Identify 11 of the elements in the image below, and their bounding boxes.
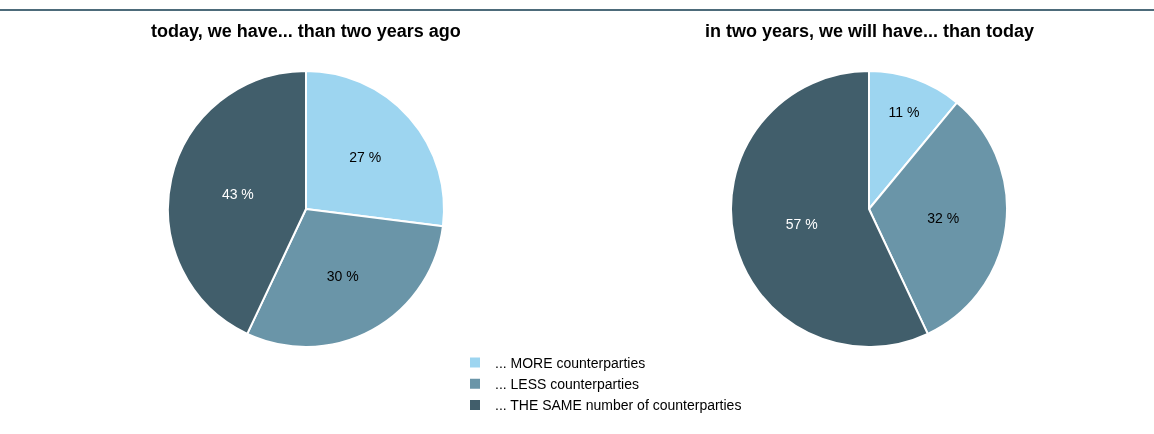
legend-label: ... LESS counterparties	[495, 376, 639, 393]
legend-label: ... MORE counterparties	[495, 355, 646, 372]
chart-title: today, we have... than two years ago	[151, 21, 461, 41]
legend-label: ... THE SAME number of counterparties	[495, 397, 742, 414]
data-label: 43 %	[221, 185, 254, 202]
chart-title: in two years, we will have... than today	[705, 21, 1035, 41]
data-label: 57 %	[785, 216, 818, 233]
data-label: 30 %	[326, 267, 359, 284]
data-label: 27 %	[349, 148, 382, 165]
data-label: 32 %	[927, 210, 960, 227]
data-label: 11 %	[888, 104, 920, 121]
